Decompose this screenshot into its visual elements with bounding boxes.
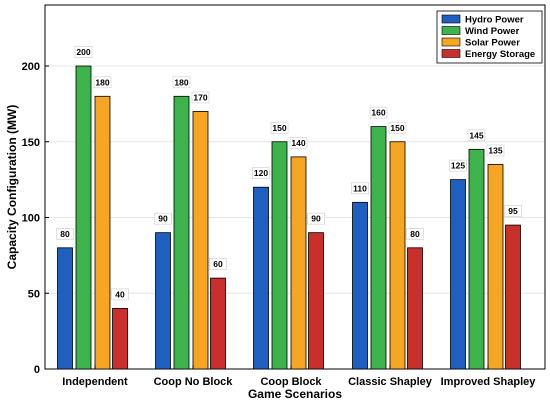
data-label-box — [209, 258, 227, 270]
bar — [210, 277, 226, 370]
data-label-box — [369, 106, 388, 119]
data-label: 90 — [158, 214, 168, 224]
y-tick-label: 0 — [34, 364, 40, 376]
bar — [112, 307, 128, 370]
bar — [155, 232, 171, 370]
data-label: 40 — [115, 289, 125, 299]
data-label: 125 — [451, 161, 465, 171]
bar — [370, 126, 387, 370]
legend-swatch — [441, 49, 461, 58]
data-label: 60 — [213, 259, 223, 269]
data-label-box — [252, 167, 270, 179]
legend-swatch — [441, 37, 461, 47]
data-label: 120 — [254, 168, 268, 178]
data-label-box — [351, 182, 369, 195]
bar — [308, 232, 324, 370]
x-axis-title: Game Scenarios — [248, 387, 342, 401]
data-label: 95 — [508, 206, 518, 216]
legend-swatch — [441, 14, 461, 24]
data-label-box — [307, 212, 325, 225]
data-label: 160 — [371, 108, 385, 118]
bar — [253, 186, 269, 370]
bar — [290, 156, 307, 370]
y-axis-title: Capacity Configuration (MW) — [5, 105, 19, 270]
data-labels: 80 200 180 40 90 180 170 60 120 150 140 90 110 160 150… — [56, 46, 522, 301]
data-label-box — [270, 121, 289, 134]
bar — [192, 111, 209, 370]
legend-label: Wind Power — [465, 26, 520, 37]
data-label-box — [56, 228, 74, 240]
data-label: 170 — [193, 92, 207, 102]
data-label-box — [406, 228, 424, 240]
data-label: 145 — [469, 130, 483, 140]
legend-label: Hydro Power — [465, 15, 524, 26]
y-tick-label: 150 — [22, 137, 40, 149]
data-label: 200 — [76, 47, 90, 57]
data-label: 140 — [291, 138, 305, 148]
data-label: 90 — [311, 214, 321, 224]
bars — [57, 65, 521, 370]
x-axis-ticks: Independent Coop No Block Coop Block Classi… — [62, 365, 536, 388]
bar — [407, 247, 423, 370]
data-label-box — [449, 159, 467, 172]
bar — [57, 247, 73, 370]
data-label-box — [191, 91, 210, 104]
data-label: 135 — [488, 145, 502, 155]
data-label-box — [172, 76, 191, 89]
data-label-box — [504, 205, 522, 217]
bar — [352, 201, 368, 370]
data-label-box — [467, 129, 486, 142]
data-label: 80 — [60, 229, 70, 239]
data-label-box — [111, 288, 129, 301]
bar — [389, 141, 406, 370]
data-label: 150 — [272, 123, 286, 133]
data-label-box — [93, 76, 112, 89]
data-label: 80 — [410, 229, 420, 239]
legend-label: Energy Storage — [465, 49, 535, 60]
x-tick-label: Independent — [62, 376, 128, 388]
bar — [173, 95, 190, 370]
x-tick-label: Classic Shapley — [348, 376, 433, 388]
legend-swatch — [441, 26, 461, 35]
y-tick-label: 100 — [22, 213, 40, 225]
bar — [271, 141, 288, 370]
bar — [94, 95, 111, 370]
data-label-box — [289, 137, 308, 149]
data-label-box — [388, 121, 407, 134]
data-label-box — [74, 46, 93, 58]
x-tick-label: Coop Block — [260, 376, 322, 388]
data-label-box — [154, 212, 172, 225]
y-tick-label: 50 — [28, 288, 40, 300]
y-tick-label: 200 — [22, 61, 40, 73]
bar — [468, 148, 485, 370]
x-tick-label: Coop No Block — [154, 376, 234, 388]
legend-label: Solar Power — [465, 38, 520, 49]
x-tick-label: Improved Shapley — [441, 376, 537, 388]
bar — [487, 164, 504, 370]
data-label: 110 — [353, 183, 367, 193]
data-label: 150 — [390, 123, 404, 133]
data-label: 180 — [95, 77, 109, 87]
data-label-box — [486, 144, 505, 157]
bar — [75, 65, 92, 370]
bar — [505, 224, 521, 370]
data-label: 180 — [174, 77, 188, 87]
y-axis-ticks: 0 50 100 150 200 — [22, 61, 49, 376]
bar — [450, 179, 466, 370]
